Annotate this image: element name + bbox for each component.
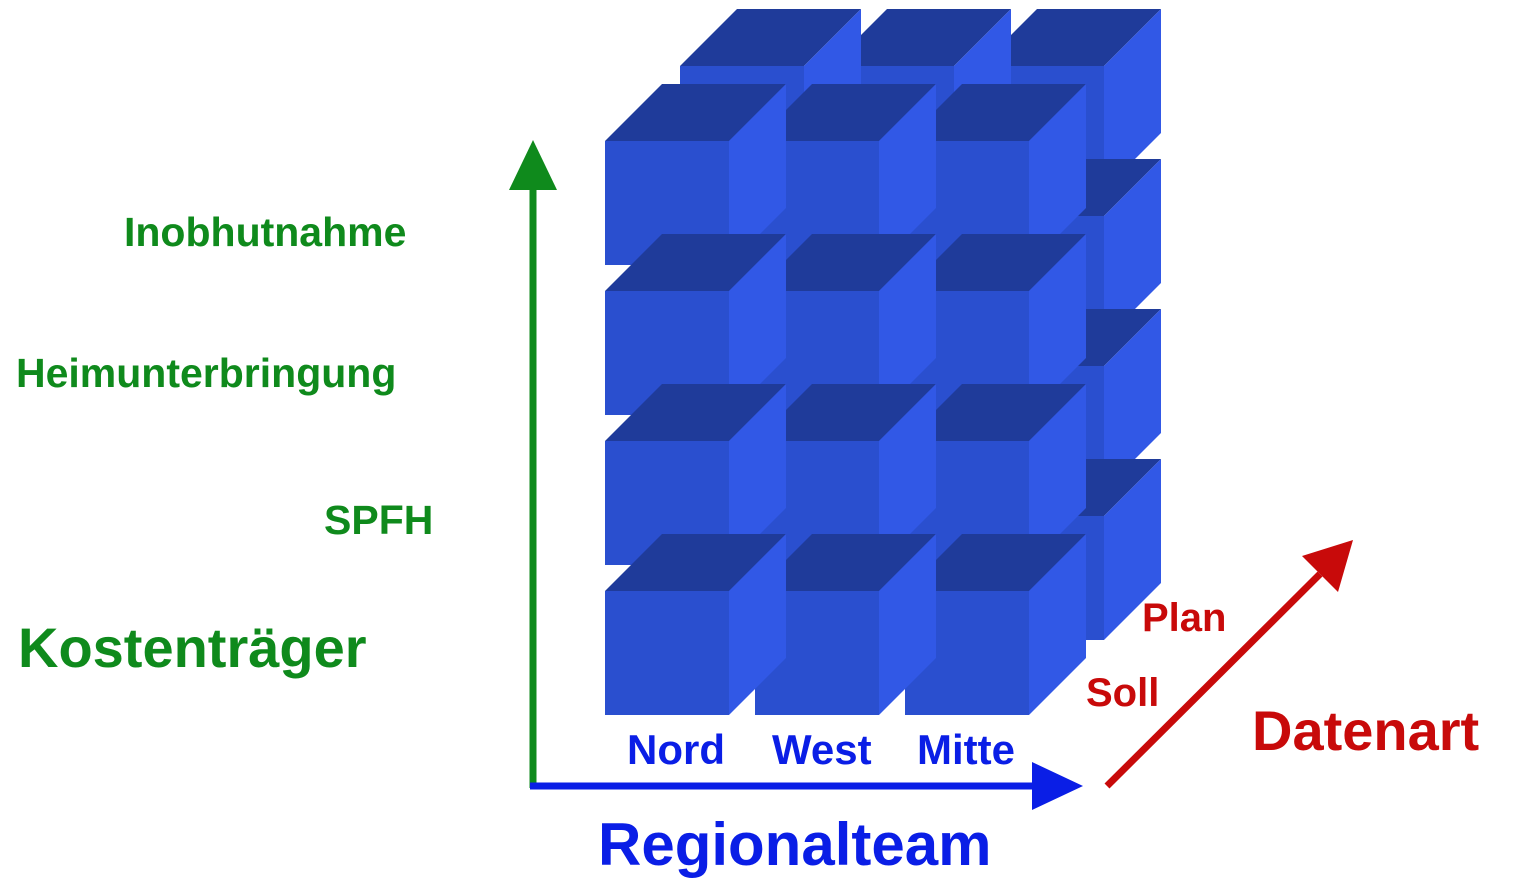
cube-top-face	[905, 234, 1086, 291]
cube-top-face	[605, 384, 786, 441]
axis-item-heimunterbringung: Heimunterbringung	[16, 350, 397, 396]
vertical-axis-arrowhead	[509, 140, 557, 190]
cube-side-face	[879, 234, 936, 415]
axis-item-plan: Plan	[1142, 596, 1227, 640]
cube-side-face	[1029, 84, 1086, 265]
cube-side-face	[879, 534, 936, 715]
cube-side-face	[729, 84, 786, 265]
cube-side-face	[1104, 459, 1161, 640]
cube-top-face	[830, 9, 1011, 66]
depth-axis-title: Datenart	[1252, 699, 1480, 762]
cube-top-face	[905, 84, 1086, 141]
horizontal-axis-title: Regionalteam	[598, 811, 992, 878]
cube-top-face	[680, 9, 861, 66]
cube-side-face	[879, 84, 936, 265]
cube-side-face	[1104, 309, 1161, 490]
cube-side-face	[879, 384, 936, 565]
axis-item-spfh: SPFH	[324, 497, 434, 543]
axis-item-nord: Nord	[627, 726, 725, 773]
axis-item-mitte: Mitte	[917, 726, 1015, 773]
cube-top-face	[905, 384, 1086, 441]
axis-item-soll: Soll	[1086, 671, 1160, 715]
cube-side-face	[1029, 534, 1086, 715]
cube-side-face	[729, 234, 786, 415]
cube-top-face	[755, 384, 936, 441]
cube-side-face	[1029, 234, 1086, 415]
cube-top-face	[755, 84, 936, 141]
cube-top-face	[980, 9, 1161, 66]
cube-side-face	[1029, 384, 1086, 565]
cube-0-3-0	[605, 534, 786, 715]
cube-top-face	[605, 234, 786, 291]
cube-side-face	[729, 384, 786, 565]
cube-top-face	[755, 234, 936, 291]
cube-stack	[605, 9, 1161, 715]
depth-axis-line	[1104, 571, 1323, 789]
cube-side-face	[1104, 159, 1161, 340]
cube-front-face	[605, 591, 729, 715]
cube-side-face	[1104, 9, 1161, 190]
cube-top-face	[905, 534, 1086, 591]
cube-top-face	[605, 84, 786, 141]
cube-top-face	[605, 534, 786, 591]
cube-0-1-0	[605, 234, 786, 415]
cube-0-3-2	[905, 534, 1086, 715]
axis-item-inobhutnahme: Inobhutnahme	[124, 209, 407, 255]
vertical-axis-title: Kostenträger	[18, 616, 367, 679]
axis-item-west: West	[772, 726, 872, 773]
cube-side-face	[729, 534, 786, 715]
cube-top-face	[755, 534, 936, 591]
horizontal-axis-arrowhead	[1032, 762, 1083, 810]
depth-axis-arrowhead	[1302, 540, 1353, 592]
